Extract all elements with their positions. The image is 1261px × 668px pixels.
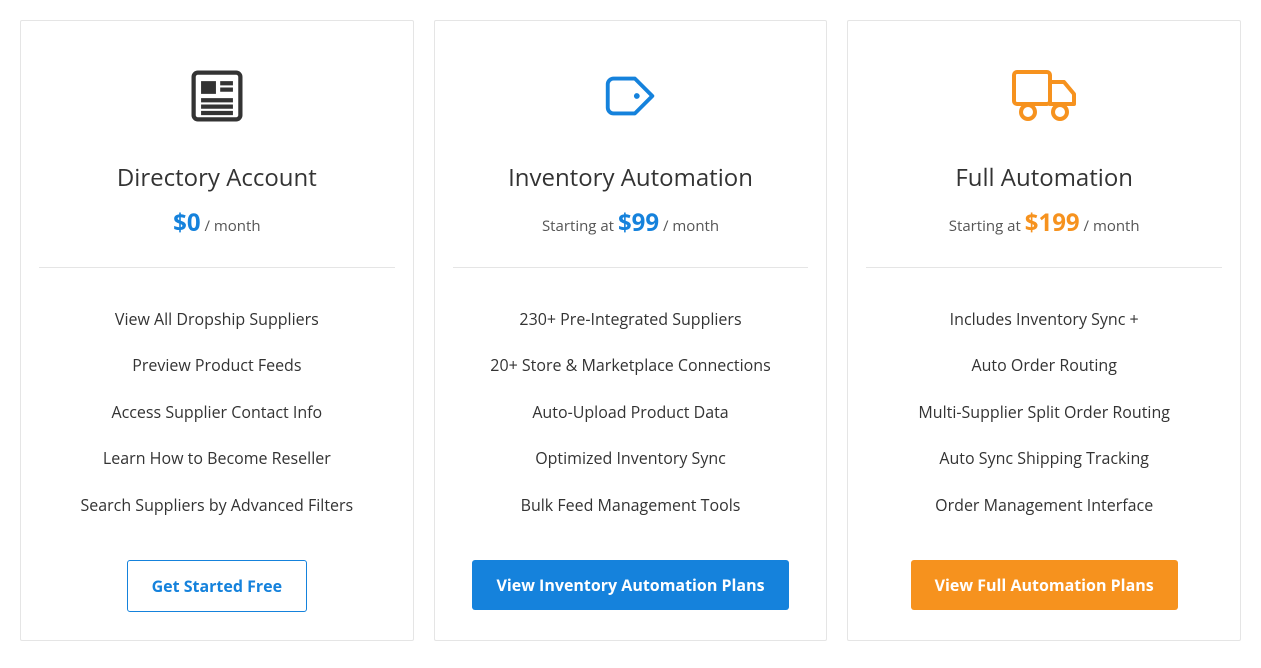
feature-item: Auto Sync Shipping Tracking: [866, 435, 1222, 481]
price-value: $99: [618, 206, 659, 239]
price-suffix: / month: [204, 216, 260, 236]
feature-item: Auto-Upload Product Data: [453, 389, 809, 435]
features-list: 230+ Pre-Integrated Suppliers 20+ Store …: [453, 296, 809, 528]
feature-item: Order Management Interface: [866, 482, 1222, 528]
truck-icon: [866, 61, 1222, 131]
pricing-card-full-automation: Full Automation Starting at $199 / month…: [847, 20, 1241, 641]
feature-item: Search Suppliers by Advanced Filters: [39, 482, 395, 528]
price-line: Starting at $99 / month: [453, 206, 809, 239]
view-inventory-plans-button[interactable]: View Inventory Automation Plans: [472, 560, 788, 610]
newspaper-icon: [39, 61, 395, 131]
plan-title: Inventory Automation: [453, 161, 809, 194]
feature-item: Optimized Inventory Sync: [453, 435, 809, 481]
price-value: $199: [1025, 206, 1080, 239]
get-started-button[interactable]: Get Started Free: [127, 560, 307, 612]
features-list: Includes Inventory Sync + Auto Order Rou…: [866, 296, 1222, 528]
price-suffix: / month: [663, 216, 719, 236]
feature-item: Access Supplier Contact Info: [39, 389, 395, 435]
pricing-card-directory: Directory Account $0 / month View All Dr…: [20, 20, 414, 641]
plan-title: Directory Account: [39, 161, 395, 194]
tag-icon: [453, 61, 809, 131]
feature-item: Includes Inventory Sync +: [866, 296, 1222, 342]
feature-item: Multi-Supplier Split Order Routing: [866, 389, 1222, 435]
price-line: $0 / month: [39, 206, 395, 239]
price-prefix: Starting at: [542, 216, 618, 236]
feature-item: 230+ Pre-Integrated Suppliers: [453, 296, 809, 342]
divider: [866, 267, 1222, 268]
price-suffix: / month: [1084, 216, 1140, 236]
pricing-container: Directory Account $0 / month View All Dr…: [20, 20, 1241, 641]
price-value: $0: [173, 206, 200, 239]
view-full-automation-plans-button[interactable]: View Full Automation Plans: [911, 560, 1178, 610]
feature-item: Bulk Feed Management Tools: [453, 482, 809, 528]
feature-item: Learn How to Become Reseller: [39, 435, 395, 481]
plan-title: Full Automation: [866, 161, 1222, 194]
pricing-card-inventory: Inventory Automation Starting at $99 / m…: [434, 20, 828, 641]
divider: [453, 267, 809, 268]
feature-item: Preview Product Feeds: [39, 342, 395, 388]
feature-item: 20+ Store & Marketplace Connections: [453, 342, 809, 388]
price-line: Starting at $199 / month: [866, 206, 1222, 239]
price-prefix: Starting at: [949, 216, 1025, 236]
divider: [39, 267, 395, 268]
feature-item: View All Dropship Suppliers: [39, 296, 395, 342]
features-list: View All Dropship Suppliers Preview Prod…: [39, 296, 395, 528]
feature-item: Auto Order Routing: [866, 342, 1222, 388]
